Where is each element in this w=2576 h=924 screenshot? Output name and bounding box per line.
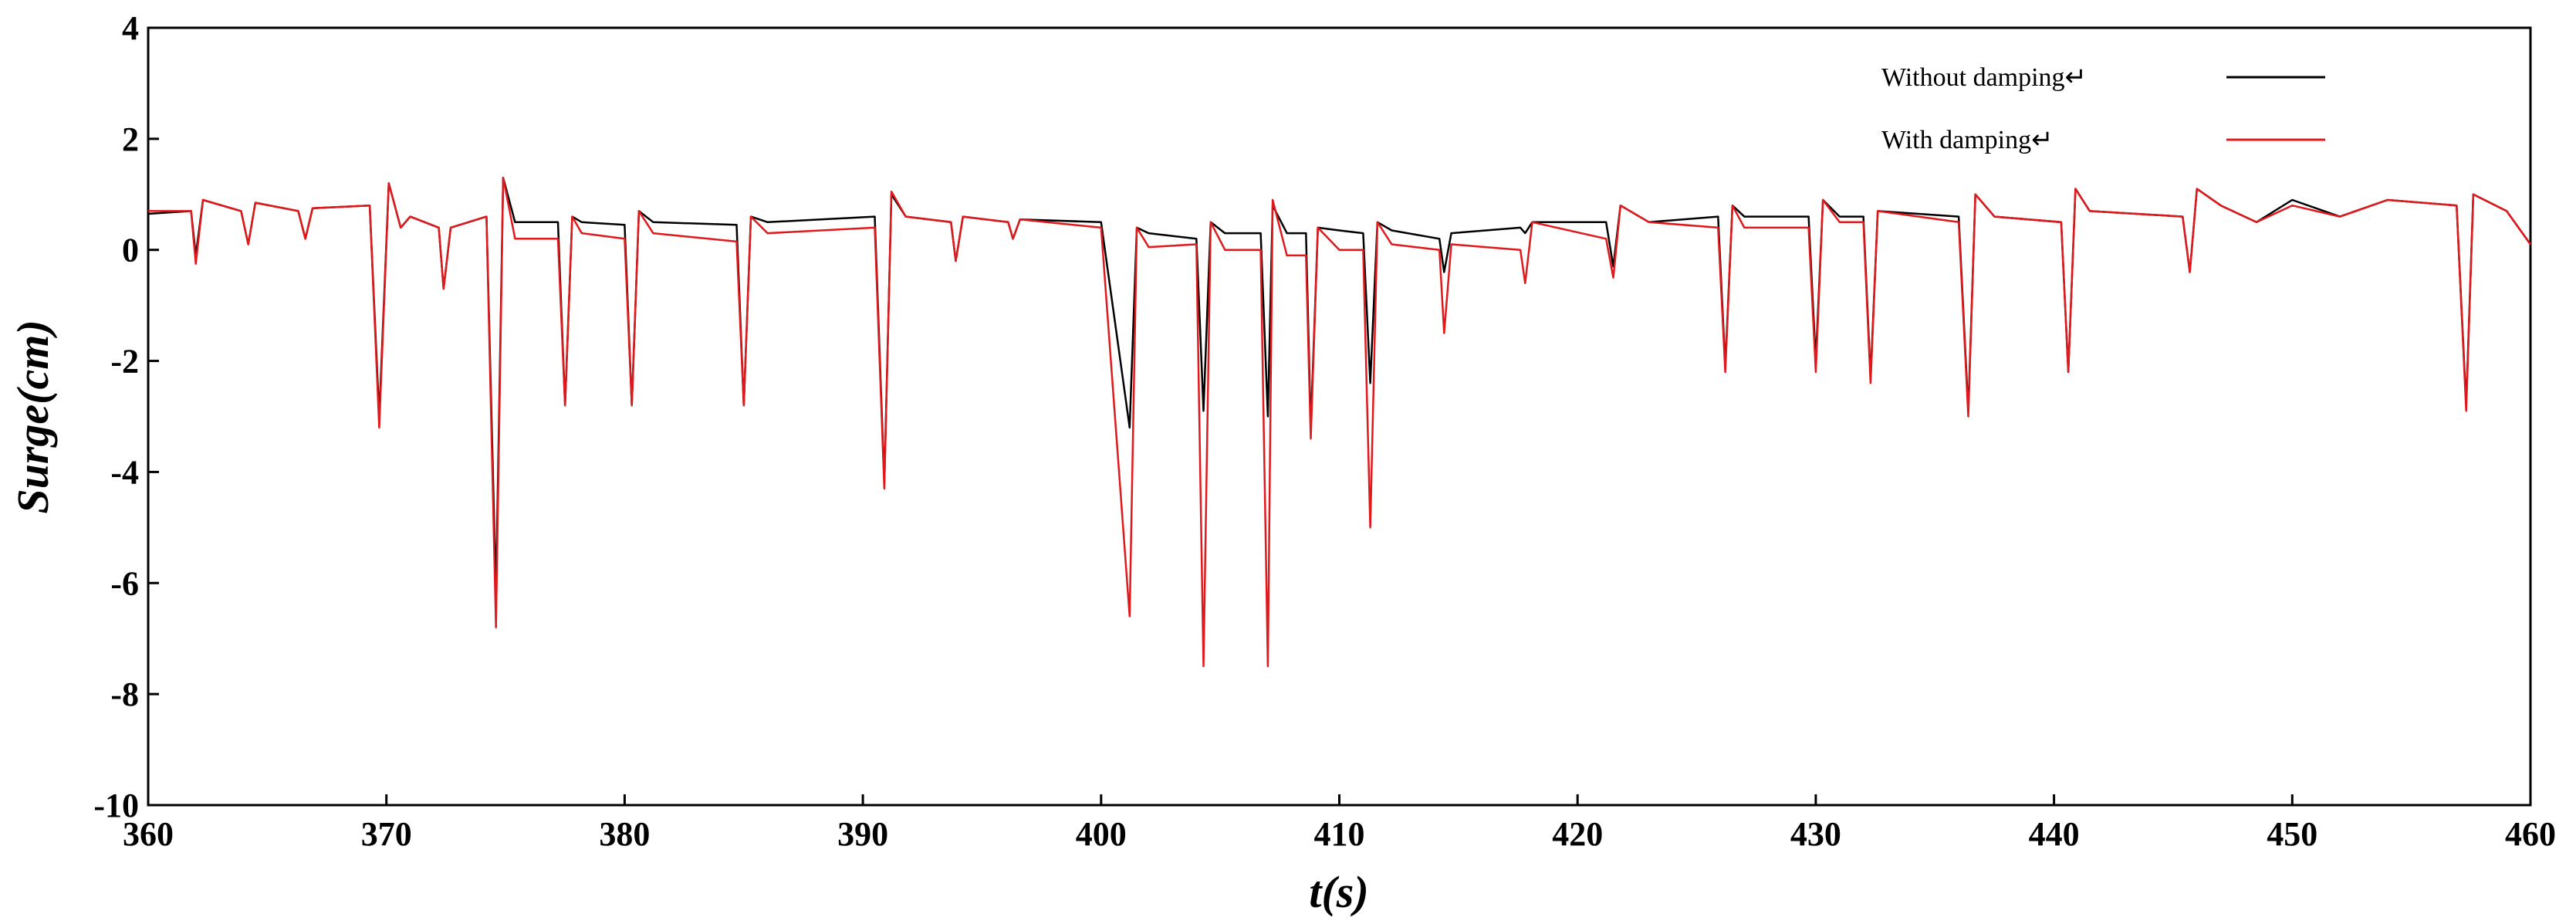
- x-tick-label: 390: [837, 815, 888, 853]
- x-tick-label: 360: [123, 815, 174, 853]
- x-tick-label: 420: [1552, 815, 1603, 853]
- x-tick-label: 440: [2029, 815, 2080, 853]
- y-tick-label: -10: [93, 787, 139, 824]
- series-line: [147, 176, 2532, 595]
- x-tick-label: 400: [1076, 815, 1127, 853]
- y-tick-label: -2: [110, 343, 139, 381]
- legend-label: Without damping↵: [1881, 63, 2087, 92]
- y-tick-label: -4: [110, 453, 139, 491]
- x-tick-label: 380: [599, 815, 650, 853]
- x-tick-label: 370: [361, 815, 412, 853]
- y-tick-label: 0: [122, 232, 139, 269]
- y-axis-label: Surge(cm): [8, 320, 58, 513]
- y-tick-label: -8: [110, 675, 139, 713]
- x-tick-label: 460: [2505, 815, 2556, 853]
- x-tick-label: 450: [2267, 815, 2317, 853]
- x-axis-label: t(s): [1309, 867, 1368, 917]
- y-tick-label: 2: [122, 120, 139, 158]
- plot-frame: [147, 26, 2532, 807]
- series-line: [148, 176, 2532, 668]
- y-tick-label: -6: [110, 564, 139, 602]
- x-tick-label: 430: [1790, 815, 1841, 853]
- y-tick-label: 4: [122, 9, 139, 47]
- x-tick-label: 410: [1314, 815, 1365, 853]
- legend-label: With damping↵: [1881, 126, 2054, 154]
